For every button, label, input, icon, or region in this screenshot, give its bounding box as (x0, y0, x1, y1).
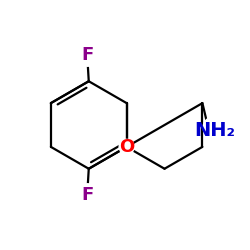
Text: O: O (119, 138, 134, 156)
Text: F: F (82, 186, 94, 204)
Text: NH₂: NH₂ (194, 121, 235, 140)
Circle shape (81, 54, 94, 66)
Circle shape (119, 140, 134, 154)
Circle shape (203, 117, 224, 138)
Circle shape (81, 184, 94, 196)
Text: F: F (82, 46, 94, 64)
